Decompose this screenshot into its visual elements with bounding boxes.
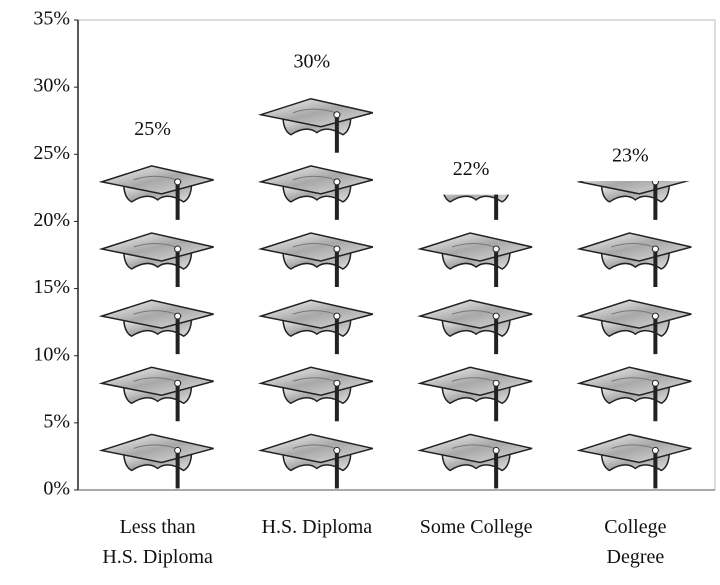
cap-icon bbox=[418, 365, 535, 424]
y-tick-label: 15% bbox=[33, 276, 70, 298]
cap-icon bbox=[258, 298, 375, 357]
value-label: 22% bbox=[453, 158, 490, 180]
cap-icon bbox=[418, 298, 535, 357]
cap-icon bbox=[418, 432, 535, 490]
cap-icon bbox=[577, 181, 694, 222]
y-tick-label: 5% bbox=[43, 410, 70, 432]
bar bbox=[418, 194, 535, 490]
value-label: 25% bbox=[134, 118, 171, 140]
y-tick-label: 30% bbox=[33, 75, 70, 97]
cap-icon bbox=[99, 231, 216, 289]
bar bbox=[99, 163, 216, 491]
x-tick-label: Some College bbox=[419, 516, 533, 538]
x-tick-label: Less than H.S. Diploma bbox=[102, 516, 213, 568]
x-tick-label: College Degree bbox=[604, 516, 667, 568]
cap-icon bbox=[258, 96, 375, 155]
y-tick-label: 25% bbox=[33, 142, 70, 164]
cap-icon bbox=[258, 365, 375, 424]
cap-icon bbox=[258, 432, 375, 491]
cap-icon bbox=[577, 432, 694, 490]
cap-icon bbox=[258, 231, 375, 289]
cap-icon bbox=[99, 432, 216, 491]
y-tick-label: 0% bbox=[43, 478, 70, 500]
cap-icon bbox=[418, 231, 535, 289]
cap-icon bbox=[99, 365, 216, 424]
bar bbox=[577, 181, 694, 490]
cap-icon bbox=[99, 298, 216, 357]
y-tick-label: 35% bbox=[33, 8, 70, 30]
bar bbox=[258, 96, 375, 491]
cap-icon bbox=[577, 298, 694, 357]
value-label: 30% bbox=[294, 51, 331, 73]
cap-icon bbox=[99, 163, 216, 222]
cap-icon bbox=[577, 365, 694, 424]
y-tick-label: 10% bbox=[33, 343, 70, 365]
x-tick-label: H.S. Diploma bbox=[261, 516, 373, 538]
value-label: 23% bbox=[612, 145, 649, 167]
cap-icon bbox=[577, 231, 694, 289]
y-tick-label: 20% bbox=[33, 209, 70, 231]
cap-icon bbox=[258, 163, 375, 222]
